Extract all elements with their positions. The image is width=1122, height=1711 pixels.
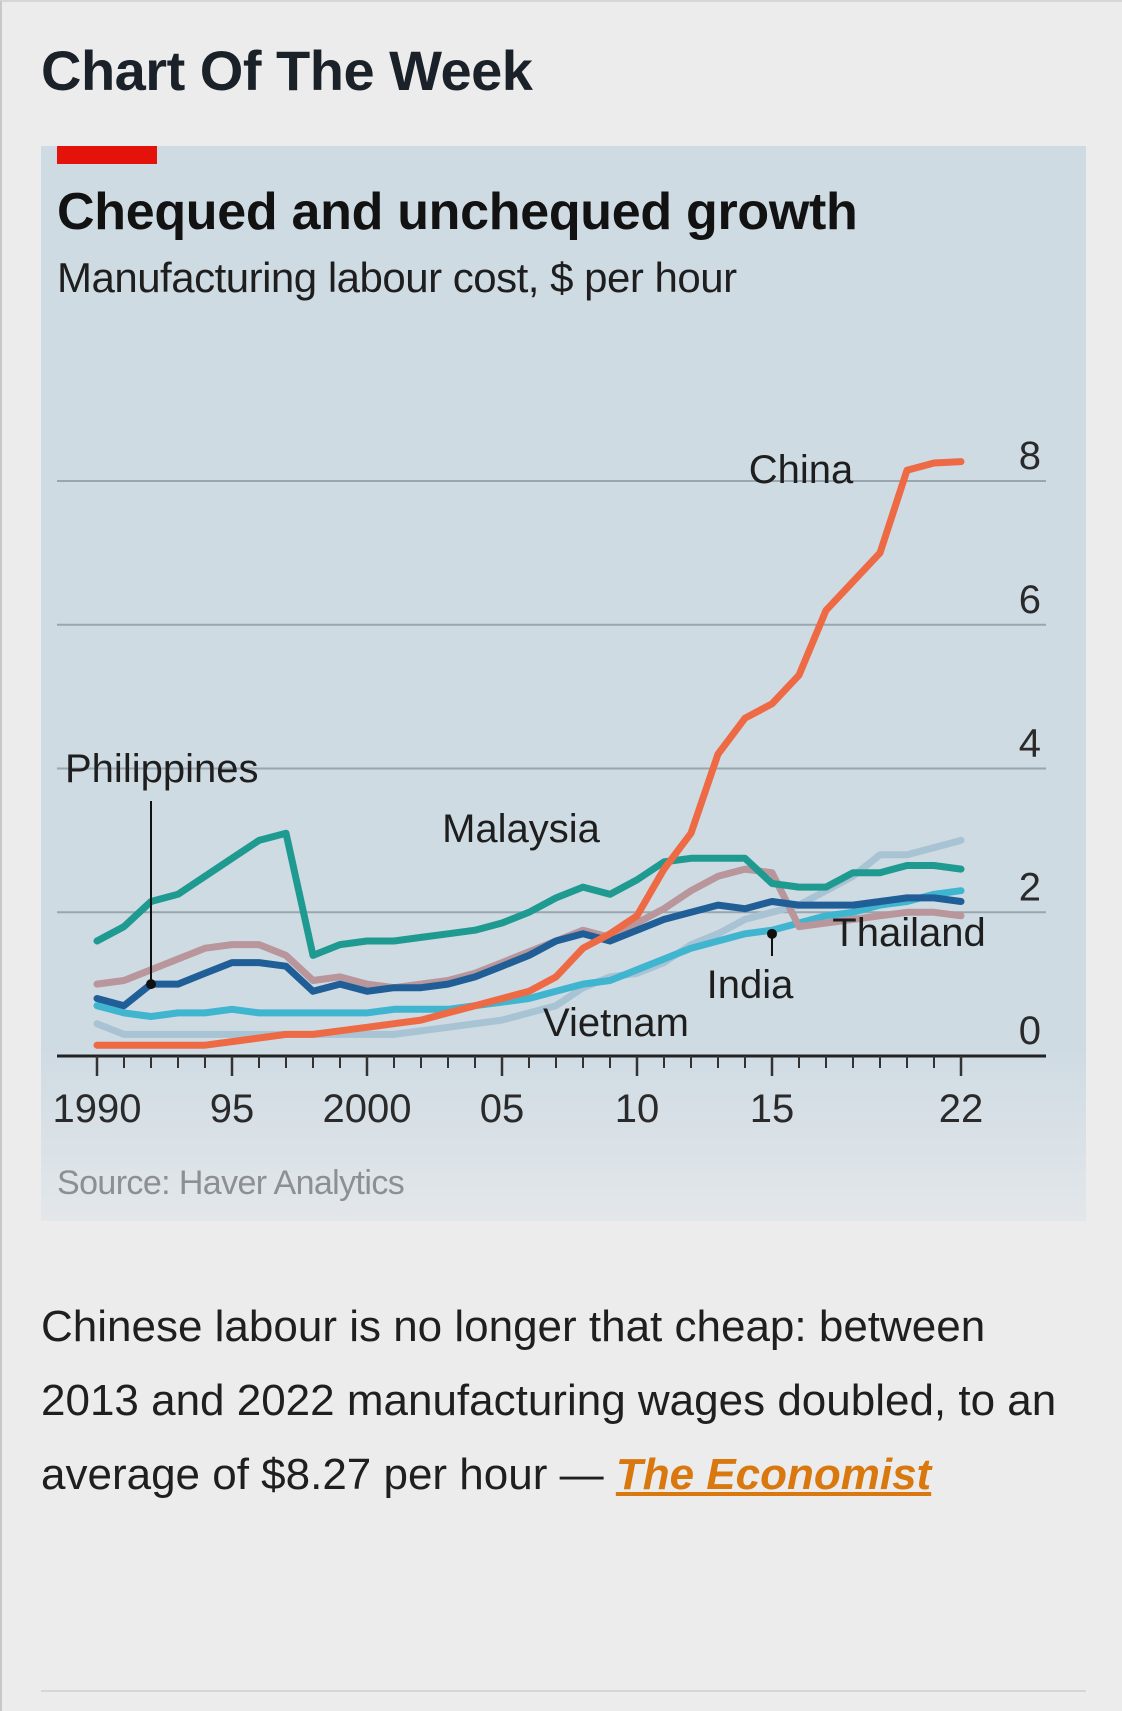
- y-tick-label-0: 0: [1019, 1009, 1041, 1053]
- label-india: India: [707, 963, 794, 1007]
- divider: [41, 1690, 1086, 1692]
- series-line-china: [93, 458, 965, 1049]
- y-tick-label-8: 8: [1019, 434, 1041, 478]
- label-china: China: [749, 448, 854, 492]
- line-chart: 0 2 4 6 8 1990 95 2000 05 10 15 22 China Philippines…: [53, 434, 1046, 1131]
- series-line-india: [93, 887, 965, 1020]
- axis-layer: 0 2 4 6 8 1990 95 2000 05 10 15 22: [53, 434, 1046, 1131]
- label-vietnam: Vietnam: [543, 1001, 689, 1045]
- caption-text: Chinese labour is no longer that cheap: …: [41, 1290, 1091, 1512]
- chart-title: Chequed and unchequed growth: [57, 183, 858, 241]
- label-malaysia: Malaysia: [442, 807, 601, 851]
- y-tick-label-2: 2: [1019, 865, 1041, 909]
- series-line-malaysia: [93, 829, 965, 959]
- leader-dot-india: [767, 928, 777, 939]
- x-tick-label-1990: 1990: [53, 1087, 142, 1131]
- label-thailand: Thailand: [832, 911, 985, 955]
- x-tick-label-2000: 2000: [323, 1087, 412, 1131]
- series-line-philippines: [93, 894, 965, 1010]
- series-line-vietnam: [93, 836, 965, 1038]
- y-tick-label-6: 6: [1019, 578, 1041, 622]
- economist-red-tag: [57, 146, 157, 164]
- x-tick-label-10: 10: [615, 1087, 660, 1131]
- economist-link[interactable]: The Economist: [615, 1450, 932, 1499]
- x-tick-label-05: 05: [480, 1087, 525, 1131]
- x-tick-label-15: 15: [750, 1087, 795, 1131]
- x-tick-label-22: 22: [939, 1087, 984, 1131]
- y-tick-label-4: 4: [1019, 722, 1041, 766]
- leader-dot-philippines: [146, 979, 156, 990]
- label-layer: China Philippines Malaysia Thailand India Vie…: [65, 448, 986, 1045]
- chart-subtitle: Manufacturing labour cost, $ per hour: [57, 254, 737, 301]
- chart-source: Source: Haver Analytics: [57, 1164, 405, 1202]
- label-philippines: Philippines: [65, 747, 258, 791]
- page-title: Chart Of The Week: [41, 39, 533, 102]
- x-tick-label-95: 95: [210, 1087, 255, 1131]
- series-layer: [93, 458, 965, 1049]
- caption-body: Chinese labour is no longer that cheap: …: [41, 1302, 1057, 1499]
- chart-card: Chequed and unchequed growth Manufacturi…: [41, 146, 1086, 1221]
